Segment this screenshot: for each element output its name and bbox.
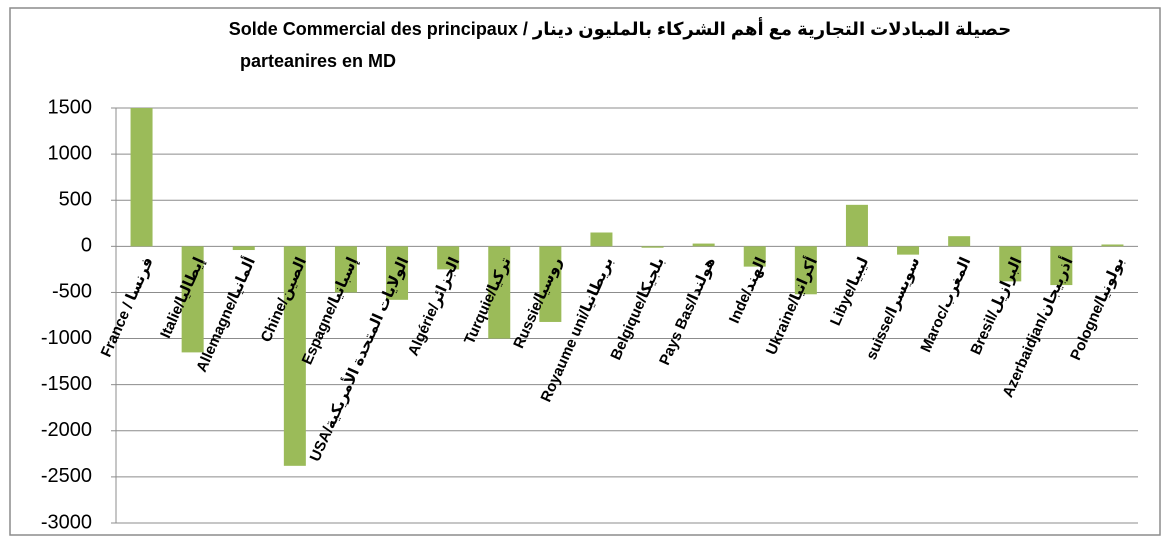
bar xyxy=(897,246,920,255)
chart-title: Solde Commercial des principaux / حصيلة … xyxy=(229,17,1012,40)
bar xyxy=(641,246,664,248)
y-tick-label: 1500 xyxy=(48,96,93,118)
bar xyxy=(130,108,153,247)
y-tick-label: -2000 xyxy=(41,419,92,441)
bar xyxy=(386,246,409,300)
bar xyxy=(437,246,460,270)
bar xyxy=(539,246,562,322)
y-tick-label: 500 xyxy=(59,189,92,211)
y-tick-label: 1000 xyxy=(48,142,93,164)
y-tick-label: -1500 xyxy=(41,373,92,395)
bar xyxy=(743,246,766,267)
bar xyxy=(692,243,715,247)
bar xyxy=(232,246,255,251)
bar xyxy=(488,246,511,339)
y-tick-label: -1000 xyxy=(41,327,92,349)
bar xyxy=(181,246,204,353)
bar xyxy=(1101,244,1124,247)
bar xyxy=(334,246,357,293)
y-tick-label: -3000 xyxy=(41,511,92,533)
y-tick-label: -2500 xyxy=(41,465,92,487)
bar xyxy=(845,204,868,247)
y-tick-label: 0 xyxy=(81,235,92,257)
bar xyxy=(283,246,306,466)
bar xyxy=(794,246,817,295)
bar xyxy=(590,232,613,247)
bar xyxy=(999,246,1022,282)
bar xyxy=(948,236,971,247)
bar xyxy=(1050,246,1073,286)
chart-title: parteanires en MD xyxy=(240,51,396,71)
y-tick-label: -500 xyxy=(52,281,92,303)
